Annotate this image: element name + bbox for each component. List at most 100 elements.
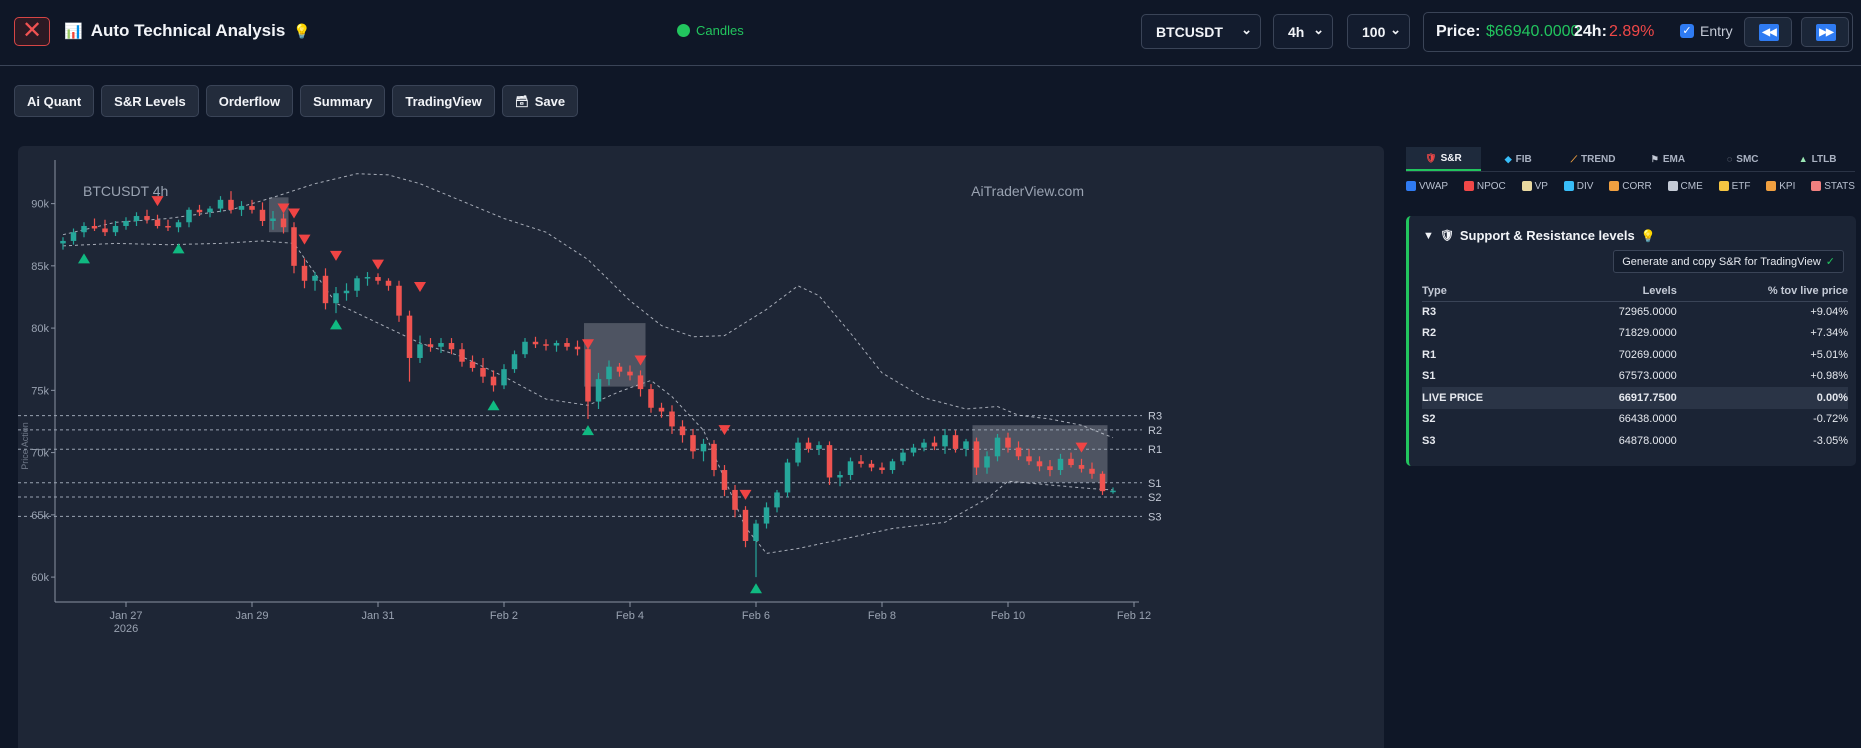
tab-cme[interactable]: CME [1667,177,1703,195]
price-value: $66940.0000 [1486,23,1580,40]
candle-body [648,389,654,408]
sr-table: Type Levels % tov live price R3 72965.000… [1422,282,1848,452]
symbol-select[interactable]: BTCUSDT ⌄ [1141,14,1261,49]
tab-div[interactable]: DIV [1563,177,1594,195]
tab-corr[interactable]: CORR [1609,177,1652,195]
candle-body [364,277,371,279]
sr-levels-button[interactable]: S&R Levels [101,85,199,117]
sr-cell-pct: +7.34% [1810,327,1848,340]
top-bar: ✕ 📊 Auto Technical Analysis 💡 Candles BT… [0,0,1861,66]
summary-button[interactable]: Summary [300,85,386,117]
tab-stats[interactable]: STATS [1811,177,1855,195]
buy-signal-icon [487,400,500,411]
tab-etf[interactable]: ETF [1718,177,1750,195]
mode-label: Candles [696,23,744,38]
flag-icon: ⚑ [1650,153,1659,164]
candle-body [816,445,822,449]
orderflow-button[interactable]: Orderflow [205,85,294,117]
generate-tradingview-button[interactable]: Generate and copy S&R for TradingView ✓ [1613,250,1844,273]
candle-body [175,222,182,228]
tab-vwap[interactable]: VWAP [1406,177,1448,195]
sr-header[interactable]: ▼ 🛡 Support & Resistance levels 💡 [1423,228,1656,243]
tab-ema[interactable]: ⚑ EMA [1630,147,1705,171]
tab-ltlb[interactable]: ▲ LTLB [1780,147,1855,171]
sr-cell-type: S3 [1422,434,1436,447]
table-row: S2 66438.0000 -0.72% [1422,409,1848,431]
candle-body [165,225,171,228]
candle-body [1099,473,1106,492]
candle-body [448,343,455,350]
tab-label: EMA [1662,153,1686,165]
buy-signal-icon [582,425,594,436]
col-levels: Levels [1552,282,1677,302]
timeframe-select[interactable]: 4h ⌄ [1273,14,1333,49]
wave-icon [1667,181,1678,191]
sell-signal-icon [298,234,311,245]
candle-body [847,461,854,476]
skip-back-button[interactable]: ◀◀ [1744,17,1792,47]
coin-icon [1718,181,1729,191]
tab-trend[interactable]: ⟋ TREND [1556,147,1631,171]
candle-body [595,379,602,402]
candle-body [511,354,518,370]
col-type: Type [1422,282,1553,302]
candle-body [1057,458,1064,471]
sr-cell-type: LIVE PRICE [1422,387,1553,409]
candle-body [963,441,969,449]
candle-body [984,456,990,468]
tab-label: DIV [1576,180,1594,192]
candle-body [1026,456,1032,462]
candle-count-select[interactable]: 100 ⌄ [1347,14,1410,49]
ai-quant-label: Ai Quant [27,93,82,109]
candle-body [196,209,203,213]
sell-signal-icon [634,355,647,366]
entry-toggle[interactable]: ✓ Entry [1680,23,1733,39]
magnet-icon [1463,181,1474,191]
candle-body [585,349,591,402]
buy-signal-icon [172,243,185,254]
symbol-value: BTCUSDT [1156,23,1223,40]
bars-icon [1521,181,1532,191]
tab-label: KPI [1779,180,1796,192]
mode-indicator: Candles [677,23,744,38]
candle-body [343,290,350,294]
candle-body [879,467,885,471]
indicator-tabs-secondary: VWAP NPOC VP DIV CORR CME ETF KPI STATS [1406,177,1855,195]
candle-body [270,218,276,222]
sell-signal-icon [330,250,342,261]
skip-forward-button[interactable]: ▶▶ [1801,17,1849,47]
tab-smc[interactable]: ◌ SMC [1705,147,1780,171]
entry-checkbox[interactable]: ✓ [1680,24,1694,38]
candle-body [144,216,150,220]
tab-sr[interactable]: 🛡 S&R [1406,147,1481,171]
candle-body [690,435,696,452]
app-title: 📊 Auto Technical Analysis 💡 [64,21,311,41]
candle-body [427,344,434,347]
tab-fib[interactable]: ◆ FIB [1481,147,1556,171]
chart-watermark: AiTraderView.com [971,183,1084,199]
sr-cell-level: 72965.0000 [1618,306,1677,318]
candle-body [1015,447,1022,457]
ai-quant-button[interactable]: Ai Quant [14,85,95,117]
close-button[interactable]: ✕ [14,17,50,46]
sr-levels-label: S&R Levels [114,93,186,109]
candle-body [259,209,266,222]
tab-kpi[interactable]: KPI [1766,177,1795,195]
sr-cell-level: 64878.0000 [1618,434,1677,447]
sr-cell-type: R1 [1422,348,1437,361]
candle-body [375,277,381,281]
candle-body [543,344,549,346]
y-tick-label: 70k [31,448,49,460]
chevron-down-icon: ⌄ [1313,22,1324,37]
chart-panel[interactable]: 90k 85k 80k 75k 70k 65k 60k Price Action Jan 27 J… [18,146,1384,748]
tab-npoc[interactable]: NPOC [1463,177,1506,195]
tradingview-button[interactable]: TradingView [392,85,495,117]
tab-label: SMC [1736,153,1759,165]
save-button[interactable]: 🗃 Save [501,85,579,117]
candle-body [186,209,192,223]
candle-body [249,206,255,210]
price-chart[interactable]: 90k 85k 80k 75k 70k 65k 60k Price Action Jan 27 J… [18,146,1384,748]
candle-body [826,445,833,478]
tab-vp[interactable]: VP [1521,177,1548,195]
orderflow-label: Orderflow [218,93,281,109]
